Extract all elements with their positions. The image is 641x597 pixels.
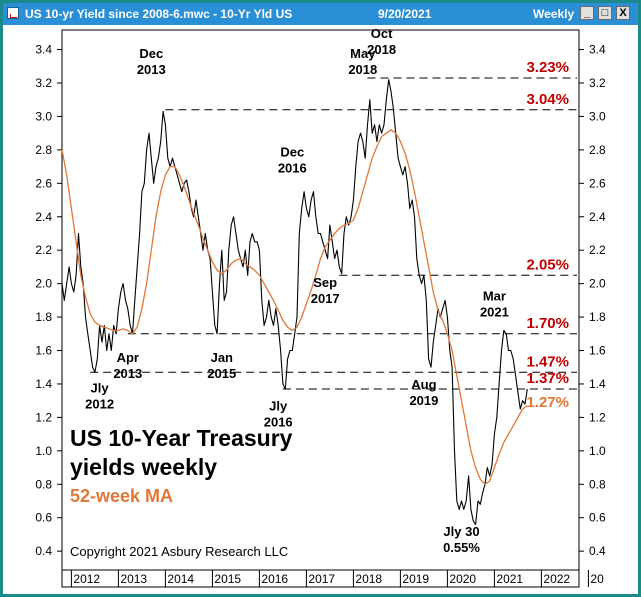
y-tick-label-right: 1.6 <box>589 344 606 358</box>
x-tick-label: 20 <box>590 572 604 586</box>
point-annotation: 2021 <box>480 304 509 319</box>
y-tick-label-right: 0.8 <box>589 477 606 491</box>
x-tick-label: 2018 <box>355 572 382 586</box>
point-annotation: 2018 <box>367 42 396 57</box>
y-tick-label-left: 2.8 <box>35 143 52 157</box>
y-tick-label-right: 0.6 <box>589 511 606 525</box>
point-annotation: 2012 <box>85 396 114 411</box>
window-title: US 10-yr Yield since 2008-6.mwc - 10-Yr … <box>25 7 293 21</box>
plot-frame <box>61 29 580 571</box>
x-tick-label: 2016 <box>261 572 288 586</box>
y-tick-label-left: 1.2 <box>35 410 52 424</box>
x-tick-label: 2020 <box>449 572 476 586</box>
close-button[interactable]: X <box>616 6 630 20</box>
y-tick-label-left: 2.6 <box>35 176 52 190</box>
y-tick-label-right: 2.4 <box>589 210 606 224</box>
y-tick-label-left: 1.6 <box>35 344 52 358</box>
point-annotation: Mar <box>483 288 506 303</box>
level-label: 1.37% <box>526 370 569 387</box>
point-annotation: Oct <box>371 26 393 41</box>
point-annotation: 2016 <box>278 161 307 176</box>
y-tick-label-left: 1.4 <box>35 377 52 391</box>
copyright-text: Copyright 2021 Asbury Research LLC <box>70 544 288 559</box>
window-date: 9/20/2021 <box>378 7 432 21</box>
x-tick-label: 2012 <box>73 572 100 586</box>
chart-title-line2: yields weekly <box>70 454 217 480</box>
window-period: Weekly <box>533 7 575 21</box>
y-tick-label-left: 3.4 <box>35 43 52 57</box>
x-tick-label: 2017 <box>308 572 335 586</box>
level-label: 3.23% <box>526 59 569 76</box>
y-tick-label-left: 3.2 <box>35 76 52 90</box>
point-annotation: 2013 <box>137 62 166 77</box>
y-tick-label-right: 1.8 <box>589 310 606 324</box>
point-annotation: 2015 <box>207 366 236 381</box>
level-label: 3.04% <box>526 91 569 108</box>
point-annotation: Jly <box>269 399 288 414</box>
point-annotation: Jly <box>91 380 110 395</box>
chart-title: US 10-Year Treasury <box>70 425 293 451</box>
y-tick-label-right: 2.2 <box>589 243 606 257</box>
point-annotation: 2017 <box>311 291 340 306</box>
level-label: 2.05% <box>526 256 569 273</box>
point-annotation: Dec <box>280 145 304 160</box>
point-annotation: Jly 30 <box>443 524 479 539</box>
y-tick-label-right: 1.0 <box>589 444 606 458</box>
point-annotation: 0.55% <box>443 540 480 555</box>
point-annotation: Sep <box>313 275 337 290</box>
y-tick-label-right: 2.6 <box>589 176 606 190</box>
point-annotation: 2019 <box>409 393 438 408</box>
title-bar[interactable]: US 10-yr Yield since 2008-6.mwc - 10-Yr … <box>3 3 638 25</box>
y-tick-label-right: 1.4 <box>589 377 606 391</box>
y-tick-label-right: 1.2 <box>589 410 606 424</box>
y-tick-label-left: 2.0 <box>35 277 52 291</box>
y-tick-label-right: 2.0 <box>589 277 606 291</box>
y-tick-label-right: 0.4 <box>589 544 606 558</box>
x-tick-label: 2021 <box>496 572 523 586</box>
x-tick-label: 2015 <box>214 572 241 586</box>
chart-app-icon <box>7 7 19 19</box>
point-annotation: Jan <box>211 350 233 365</box>
ma-value-label: 1.27% <box>526 394 569 411</box>
x-tick-label: 2019 <box>402 572 429 586</box>
point-annotation: 2016 <box>264 415 293 430</box>
y-tick-label-left: 1.8 <box>35 310 52 324</box>
y-tick-label-left: 1.0 <box>35 444 52 458</box>
ma-series-line <box>61 129 528 485</box>
y-tick-label-left: 0.6 <box>35 511 52 525</box>
x-tick-label: 2013 <box>120 572 147 586</box>
x-tick-label: 2022 <box>543 572 570 586</box>
y-tick-label-right: 3.2 <box>589 76 606 90</box>
point-annotation: Dec <box>139 46 163 61</box>
ma-legend-label: 52-week MA <box>70 486 173 506</box>
minimize-button[interactable]: _ <box>580 6 594 20</box>
y-tick-label-left: 3.0 <box>35 109 52 123</box>
level-label: 1.47% <box>526 353 569 370</box>
maximize-button[interactable]: □ <box>598 6 612 20</box>
y-tick-label-left: 0.4 <box>35 544 52 558</box>
point-annotation: May <box>350 46 376 61</box>
x-tick-label: 2014 <box>167 572 194 586</box>
y-tick-label-left: 2.4 <box>35 210 52 224</box>
point-annotation: Apr <box>117 350 139 365</box>
yield-series-line <box>61 79 528 525</box>
y-tick-label-right: 2.8 <box>589 143 606 157</box>
y-tick-label-left: 0.8 <box>35 477 52 491</box>
point-annotation: 2013 <box>113 366 142 381</box>
y-tick-label-right: 3.0 <box>589 109 606 123</box>
point-annotation: 2018 <box>348 62 377 77</box>
y-tick-label-left: 2.2 <box>35 243 52 257</box>
level-label: 1.70% <box>526 315 569 332</box>
y-tick-label-right: 3.4 <box>589 43 606 57</box>
x-axis-band <box>61 569 580 588</box>
point-annotation: Aug <box>411 377 436 392</box>
